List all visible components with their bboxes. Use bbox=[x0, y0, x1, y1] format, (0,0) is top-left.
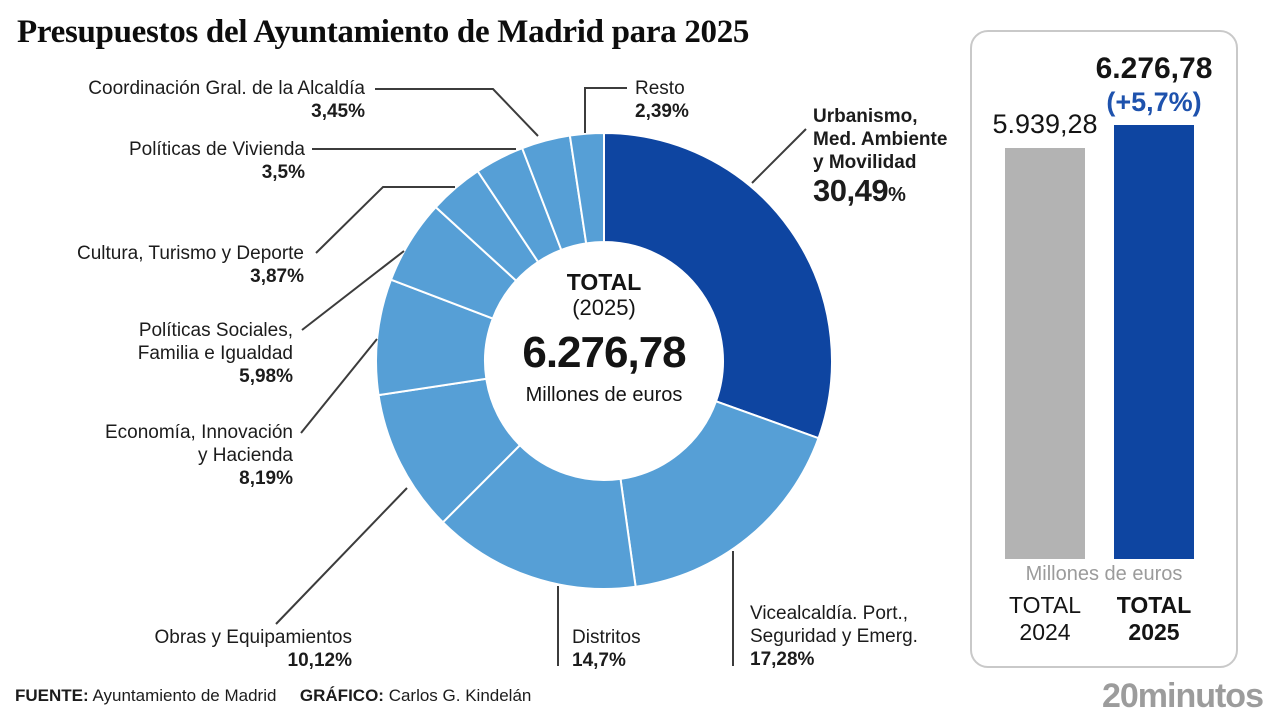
callout-economia-line1: Economía, Innovación bbox=[104, 422, 293, 443]
callout-distritos-pct: 14,7% bbox=[572, 650, 626, 671]
callout-coordinacion-line1: Coordinación Gral. de la Alcaldía bbox=[88, 78, 365, 99]
leader-line-obras bbox=[275, 487, 408, 625]
callout-resto-pct: 2,39% bbox=[635, 101, 689, 122]
bar-value-2025: 6.276,78 bbox=[1095, 52, 1213, 85]
source-label: FUENTE: bbox=[15, 686, 89, 705]
leader-line-resto bbox=[584, 87, 627, 133]
leader-line-economia bbox=[300, 338, 378, 434]
callout-cultura-line1: Cultura, Turismo y Deporte bbox=[76, 243, 304, 264]
callout-vivienda-pct: 3,5% bbox=[261, 162, 305, 183]
bar-category-2024-line1: TOTAL bbox=[1009, 592, 1081, 618]
callout-economia-pct: 8,19% bbox=[239, 468, 293, 489]
callout-coordinacion-pct: 3,45% bbox=[311, 101, 365, 122]
brand-logo: 20minutos bbox=[1101, 677, 1264, 715]
callout-resto-line1: Resto bbox=[635, 78, 685, 99]
callout-urbanismo-line3: y Movilidad bbox=[813, 152, 917, 173]
bar-category-2025-line1: TOTAL bbox=[1116, 592, 1192, 618]
callout-sociales-line2: Familia e Igualdad bbox=[137, 343, 293, 364]
donut-segment-resto bbox=[568, 131, 605, 245]
callout-resto: Resto 2,39% bbox=[635, 77, 689, 123]
callout-vicealcaldia: Vicealcaldía. Port., Seguridad y Emerg. 17… bbox=[750, 602, 918, 671]
donut-total-value: 6.276,78 bbox=[522, 328, 686, 377]
callout-economia-line2: y Hacienda bbox=[197, 445, 293, 466]
comparison-panel: 6.276,78 (+5,7%) 5.939,28 Millones de eu… bbox=[970, 30, 1238, 668]
footer-credits: FUENTE: Ayuntamiento de Madrid GRÁFICO: … bbox=[15, 686, 531, 706]
callout-obras-pct: 10,12% bbox=[287, 650, 352, 671]
bar-value-2024: 5.939,28 bbox=[992, 109, 1098, 139]
callout-vivienda-line1: Políticas de Vivienda bbox=[128, 139, 305, 160]
callout-distritos: Distritos 14,7% bbox=[572, 626, 641, 672]
bar-unit-label: Millones de euros bbox=[1025, 563, 1183, 585]
callout-urbanismo: Urbanismo, Med. Ambiente y Movilidad 30,49% bbox=[813, 105, 947, 212]
callout-sociales-line1: Políticas Sociales, bbox=[138, 320, 293, 341]
bar-category-2025-line2: 2025 bbox=[1128, 619, 1180, 645]
bar-category-2025: TOTAL 2025 bbox=[1084, 592, 1224, 646]
callout-urbanismo-pct: 30,49% bbox=[813, 174, 947, 212]
callout-vivienda: Políticas de Vivienda 3,5% bbox=[129, 138, 305, 184]
callout-obras-line1: Obras y Equipamientos bbox=[154, 627, 353, 648]
leader-line-urbanismo bbox=[751, 128, 807, 184]
callout-cultura-pct: 3,87% bbox=[250, 266, 304, 287]
callout-cultura: Cultura, Turismo y Deporte 3,87% bbox=[77, 242, 304, 288]
page-title: Presupuestos del Ayuntamiento de Madrid … bbox=[17, 14, 750, 50]
callout-vicealcaldia-line1: Vicealcaldía. Port., bbox=[750, 603, 909, 624]
callout-coordinacion: Coordinación Gral. de la Alcaldía 3,45% bbox=[88, 77, 365, 123]
callout-urbanismo-pct-number: 30,49 bbox=[813, 173, 889, 208]
source-value: Ayuntamiento de Madrid bbox=[92, 686, 277, 705]
callout-vicealcaldia-line2: Seguridad y Emerg. bbox=[750, 626, 918, 647]
bar-delta-badge: (+5,7%) bbox=[1106, 87, 1202, 117]
callout-sociales: Políticas Sociales, Familia e Igualdad 5,9… bbox=[138, 319, 293, 388]
leader-line-coordinacion bbox=[375, 88, 539, 137]
donut-segment-urbanismo bbox=[603, 131, 833, 440]
donut-segment-vicealcaldia bbox=[619, 400, 820, 588]
callout-obras: Obras y Equipamientos 10,12% bbox=[155, 626, 353, 672]
credit-value: Carlos G. Kindelán bbox=[388, 686, 532, 705]
callout-urbanismo-line1: Urbanismo, bbox=[813, 106, 918, 127]
donut-year-label: (2025) bbox=[572, 295, 636, 320]
bar-2025 bbox=[1114, 125, 1194, 559]
callout-economia: Economía, Innovación y Hacienda 8,19% bbox=[105, 421, 293, 490]
donut-unit-label: Millones de euros bbox=[525, 384, 683, 406]
bar-2024 bbox=[1005, 148, 1085, 559]
callout-urbanismo-pct-symbol: % bbox=[888, 184, 906, 206]
callout-urbanismo-line2: Med. Ambiente bbox=[813, 129, 948, 150]
leader-line-sociales bbox=[301, 250, 405, 331]
callout-vicealcaldia-pct: 17,28% bbox=[750, 649, 815, 670]
credit-label: GRÁFICO: bbox=[299, 686, 384, 705]
donut-total-label: TOTAL bbox=[566, 269, 642, 295]
callout-distritos-line1: Distritos bbox=[572, 627, 641, 648]
bar-category-2024-line2: 2024 bbox=[1019, 619, 1071, 645]
callout-sociales-pct: 5,98% bbox=[239, 366, 293, 387]
donut-center-label: TOTAL (2025) 6.276,78 Millones de euros bbox=[484, 269, 724, 407]
leader-line-cultura bbox=[315, 186, 455, 254]
bar-category-2024: TOTAL 2024 bbox=[975, 592, 1115, 646]
